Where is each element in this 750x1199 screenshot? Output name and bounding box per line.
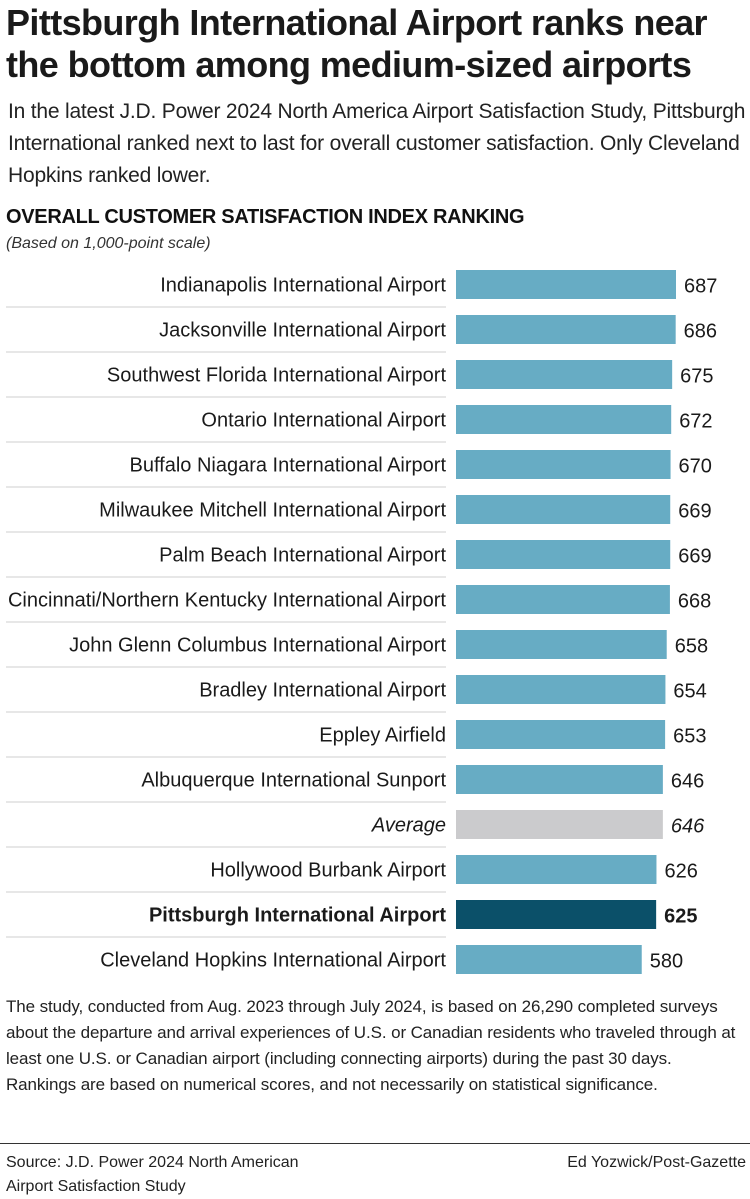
category-label: Palm Beach International Airport — [159, 545, 446, 567]
category-label: Cleveland Hopkins International Airport — [100, 950, 446, 972]
value-label: 686 — [684, 321, 717, 343]
value-label: 687 — [684, 276, 717, 298]
bar-average — [456, 810, 663, 839]
bar — [456, 855, 657, 884]
category-label: Eppley Airfield — [319, 725, 446, 747]
credit-note: Ed Yozwick/Post-Gazette — [567, 1154, 746, 1171]
value-label: 675 — [680, 366, 713, 388]
chart-title: Pittsburgh International Airport ranks n… — [6, 2, 708, 85]
bar — [456, 270, 676, 299]
value-label: 646 — [671, 771, 704, 793]
source-note: Source: J.D. Power 2024 North American A… — [6, 1154, 299, 1195]
category-label: Ontario International Airport — [201, 410, 446, 432]
category-label: Average — [371, 815, 446, 837]
bar — [456, 765, 663, 794]
category-label: Buffalo Niagara International Airport — [130, 455, 447, 477]
value-label: 669 — [678, 501, 711, 523]
value-label: 670 — [679, 456, 712, 478]
bar-highlight — [456, 900, 657, 929]
value-label: 654 — [673, 681, 706, 703]
category-label: Albuquerque International Sunport — [141, 770, 446, 792]
bar — [456, 405, 672, 434]
bar — [456, 450, 671, 479]
category-label: Indianapolis International Airport — [160, 275, 446, 297]
category-label: Jacksonville International Airport — [159, 320, 446, 342]
category-label: John Glenn Columbus International Airpor… — [69, 635, 446, 657]
value-label: 672 — [679, 411, 712, 433]
bar — [456, 945, 642, 974]
bar — [456, 675, 666, 704]
value-label: 653 — [673, 726, 706, 748]
footer-divider — [0, 1143, 750, 1144]
category-label: Hollywood Burbank Airport — [210, 860, 446, 882]
value-label: 646 — [671, 816, 705, 838]
category-label: Bradley International Airport — [199, 680, 446, 702]
category-label: Southwest Florida International Airport — [107, 365, 447, 387]
value-label: 668 — [678, 591, 711, 613]
bar-chart: Indianapolis International Airport 687 Jac… — [6, 270, 717, 974]
bar — [456, 315, 676, 344]
bar — [456, 630, 667, 659]
value-label: 580 — [650, 951, 683, 973]
bar — [456, 585, 670, 614]
scale-note: (Based on 1,000-point scale) — [6, 235, 211, 252]
bar — [456, 540, 671, 569]
category-label: Pittsburgh International Airport — [149, 905, 446, 927]
methodology-note: The study, conducted from Aug. 2023 thro… — [6, 997, 736, 1094]
value-label: 626 — [664, 861, 697, 883]
bar — [456, 495, 671, 524]
value-label: 669 — [678, 546, 711, 568]
category-label: Milwaukee Mitchell International Airport — [99, 500, 446, 522]
bar — [456, 720, 666, 749]
index-heading: OVERALL CUSTOMER SATISFACTION INDEX RANK… — [6, 206, 525, 228]
value-label: 658 — [675, 636, 708, 658]
category-label: Cincinnati/Northern Kentucky Internation… — [8, 590, 446, 612]
chart-subtitle: In the latest J.D. Power 2024 North Amer… — [8, 100, 746, 187]
value-label: 625 — [664, 906, 697, 928]
bar — [456, 360, 673, 389]
